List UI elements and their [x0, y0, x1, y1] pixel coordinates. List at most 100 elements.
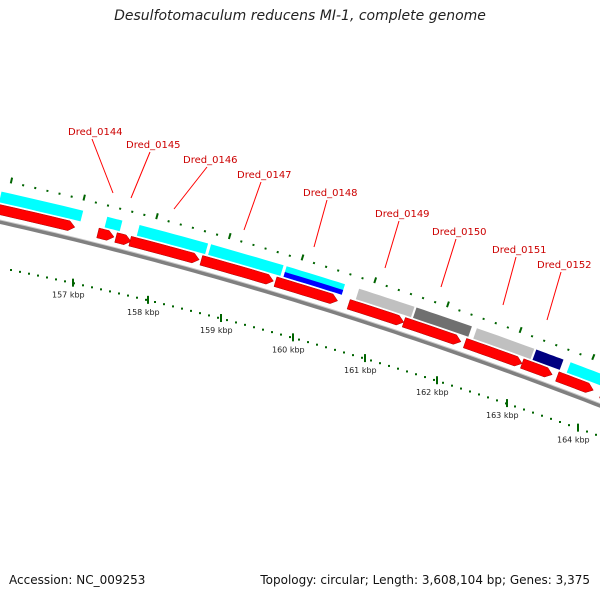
cds-arrow-5	[273, 276, 338, 304]
gc-tick	[276, 250, 279, 254]
scale-dot	[379, 362, 381, 365]
scale-dot	[145, 298, 147, 301]
scale-dot	[235, 321, 237, 324]
gc-tick	[167, 220, 170, 223]
gene-label: Dred_0147	[237, 170, 292, 181]
scale-dot	[460, 387, 462, 390]
cog-band-1	[104, 216, 123, 232]
gc-tick	[82, 194, 86, 201]
accession-text: Accession: NC_009253	[9, 573, 146, 587]
scale-dot	[316, 343, 318, 346]
scale-label: 160 kbp	[272, 345, 305, 354]
cog-band-6	[413, 307, 472, 337]
gene-label: Dred_0150	[432, 227, 487, 238]
gene-label: Dred_0151	[492, 245, 547, 256]
scale-dot	[415, 373, 417, 376]
scale-dot	[109, 290, 111, 293]
gc-tick	[421, 296, 425, 300]
scale-dot	[55, 278, 57, 281]
gc-tick	[215, 233, 219, 236]
scale-dot	[199, 312, 201, 315]
backbone-line	[0, 219, 600, 408]
gc-tick	[361, 276, 364, 280]
gc-tick	[288, 254, 292, 258]
cog-band-0	[0, 191, 84, 222]
scale-dot	[469, 390, 471, 393]
gc-tick	[240, 240, 243, 243]
scale-label: 157 kbp	[52, 291, 85, 300]
leader-line	[384, 220, 400, 269]
gc-content-ticks	[9, 177, 596, 361]
scale-dot	[550, 417, 552, 420]
scale-dot	[46, 276, 48, 279]
scale-dot	[19, 270, 21, 273]
cog-band-5	[355, 288, 415, 318]
scale-dot	[397, 367, 399, 370]
gc-tick	[312, 261, 316, 265]
scale-dot	[91, 286, 93, 289]
scale-dot	[586, 430, 588, 433]
gc-tick	[94, 201, 98, 204]
scale-dot	[325, 346, 327, 349]
gc-tick	[385, 284, 388, 288]
scale-dot	[388, 364, 390, 367]
scale-dot	[433, 378, 435, 381]
scale-dot	[568, 424, 570, 427]
cds-arrow-3	[128, 235, 200, 264]
scale-label: 162 kbp	[416, 388, 449, 397]
gc-tick	[567, 348, 570, 351]
gc-tick	[458, 309, 461, 312]
scale-dot	[28, 272, 30, 275]
scale-dot	[298, 338, 300, 341]
gene-label: Dred_0149	[375, 209, 430, 220]
gc-tick	[21, 183, 25, 187]
scale-dot	[226, 319, 228, 322]
scale-dot	[118, 292, 120, 295]
scale-dot	[487, 396, 489, 399]
gc-tick	[554, 343, 558, 347]
gc-tick	[349, 273, 352, 276]
scale-dot	[280, 333, 282, 336]
scale-dot	[532, 411, 534, 414]
scale-dot	[100, 288, 102, 291]
gc-tick	[397, 288, 401, 292]
leader-line	[173, 166, 208, 210]
cds-arrow-8	[462, 338, 523, 367]
leader-line	[91, 138, 114, 194]
scale-dot	[424, 376, 426, 379]
gc-tick	[482, 317, 485, 321]
cog-band-2	[136, 225, 209, 255]
gc-tick	[579, 352, 582, 356]
scale-dot	[64, 280, 66, 283]
scale-dot	[217, 316, 219, 319]
scale-dot	[10, 269, 12, 272]
cog-band-9	[566, 362, 600, 386]
cds-arrow-4	[199, 255, 274, 285]
leader-line	[243, 181, 262, 231]
gc-tick	[494, 321, 498, 325]
scale-dot	[442, 381, 444, 384]
cog-band-8	[532, 349, 564, 370]
scale-dot	[352, 354, 354, 357]
gc-tick	[9, 177, 14, 184]
gc-tick	[446, 301, 450, 308]
gc-tick	[518, 326, 523, 334]
scale-dot	[163, 303, 165, 306]
scale-dot	[172, 305, 174, 308]
scale-dot	[523, 408, 525, 411]
leader-line	[313, 199, 328, 248]
cds-arrow-6	[346, 299, 405, 326]
gc-tick	[470, 313, 473, 316]
gc-tick	[131, 210, 134, 213]
scale-dot	[541, 414, 543, 417]
scale-dot	[334, 348, 336, 351]
scale-dot	[271, 331, 273, 334]
scale-dot	[559, 420, 561, 423]
cds-arrow-2	[114, 232, 132, 245]
gc-tick	[179, 223, 182, 226]
scale-dot	[307, 341, 309, 344]
gc-tick	[203, 230, 207, 233]
scale-label: 159 kbp	[200, 326, 233, 335]
gc-tick	[252, 243, 255, 247]
gc-tick	[506, 326, 510, 329]
